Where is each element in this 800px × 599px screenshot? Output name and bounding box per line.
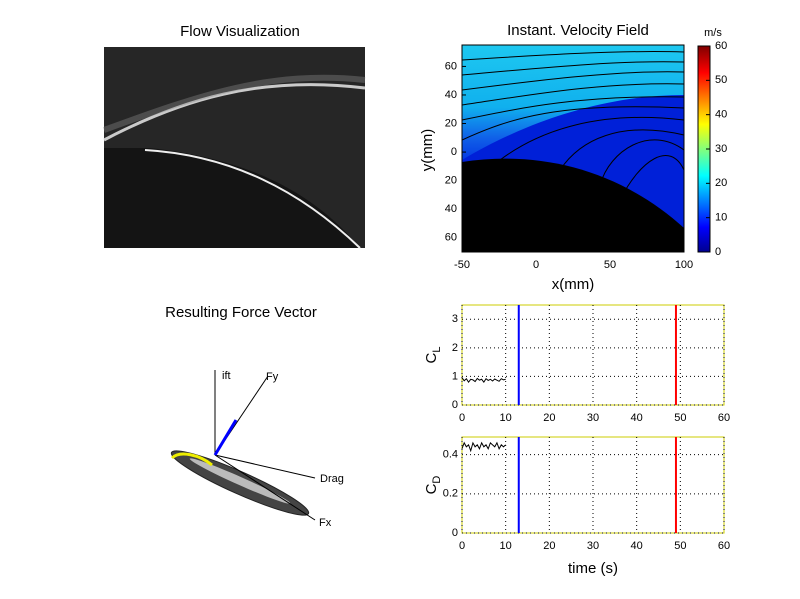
- panel-title: Flow Visualization: [180, 23, 300, 40]
- x-tick-label: 50: [674, 412, 686, 424]
- force-diagram: [170, 370, 316, 521]
- x-tick-label: 100: [675, 259, 693, 271]
- y-tick-label: 20: [445, 117, 457, 129]
- y-tick-label: 1: [452, 370, 458, 382]
- vector-label: Drag: [320, 473, 344, 485]
- colorbar-tick-label: 10: [715, 212, 727, 224]
- y-label-sub: D: [431, 476, 443, 484]
- y-tick-label: 60: [445, 60, 457, 72]
- y-axis-label: y(mm): [419, 129, 436, 171]
- x-tick-label: 10: [500, 412, 512, 424]
- x-tick-label: 40: [631, 412, 643, 424]
- y-tick-label: 3: [452, 313, 458, 325]
- y-tick-label: 40: [445, 89, 457, 101]
- x-tick-label: 40: [631, 540, 643, 552]
- x-tick-label: 30: [587, 540, 599, 552]
- x-tick-label: 20: [543, 540, 555, 552]
- y-tick-label: 0: [452, 527, 458, 539]
- x-tick-label: 50: [604, 259, 616, 271]
- y-label-sub: L: [431, 347, 443, 353]
- y-label-main: C: [423, 352, 440, 363]
- y-tick-label: 60: [445, 232, 457, 244]
- x-tick-label: 50: [674, 540, 686, 552]
- vector-label: ift: [222, 370, 231, 382]
- x-axis-label: time (s): [568, 560, 618, 577]
- x-axis-label: x(mm): [552, 276, 594, 293]
- colorbar-tick-label: 60: [715, 40, 727, 52]
- x-tick-label: 60: [718, 540, 730, 552]
- colorbar-label: m/s: [704, 27, 722, 39]
- y-tick-label: 20: [445, 175, 457, 187]
- plot-frame: [461, 44, 685, 253]
- x-tick-label: 20: [543, 412, 555, 424]
- y-tick-label: 0.4: [443, 449, 458, 461]
- x-tick-label: 0: [533, 259, 539, 271]
- series-line: [461, 441, 507, 453]
- x-tick-label: 60: [718, 412, 730, 424]
- colorbar-tick-label: 20: [715, 177, 727, 189]
- panel-title: Resulting Force Vector: [165, 304, 317, 321]
- x-tick-label: 0: [459, 540, 465, 552]
- colorbar-tick-label: 40: [715, 109, 727, 121]
- y-tick-label: 0.2: [443, 488, 458, 500]
- y-label-main: C: [423, 483, 440, 494]
- colorbar-tick-label: 50: [715, 74, 727, 86]
- y-tick-label: 2: [452, 342, 458, 354]
- flow-image: [102, 47, 366, 249]
- x-tick-label: 30: [587, 412, 599, 424]
- vector-label: Fy: [266, 371, 279, 383]
- y-tick-label: 0: [452, 399, 458, 411]
- colorbar-tick-label: 30: [715, 143, 727, 155]
- x-tick-label: 10: [500, 540, 512, 552]
- colorbar-tick-label: 0: [715, 246, 721, 258]
- panel-title: Instant. Velocity Field: [507, 22, 649, 39]
- vector-label: Fx: [319, 517, 332, 529]
- x-tick-label: 0: [459, 412, 465, 424]
- y-axis-label: CL: [423, 347, 443, 364]
- y-tick-label: 0: [451, 146, 457, 158]
- velocity-field: [462, 45, 684, 252]
- y-axis-label: CD: [423, 476, 443, 495]
- y-tick-label: 40: [445, 203, 457, 215]
- series-line: [461, 377, 506, 384]
- x-tick-label: -50: [454, 259, 470, 271]
